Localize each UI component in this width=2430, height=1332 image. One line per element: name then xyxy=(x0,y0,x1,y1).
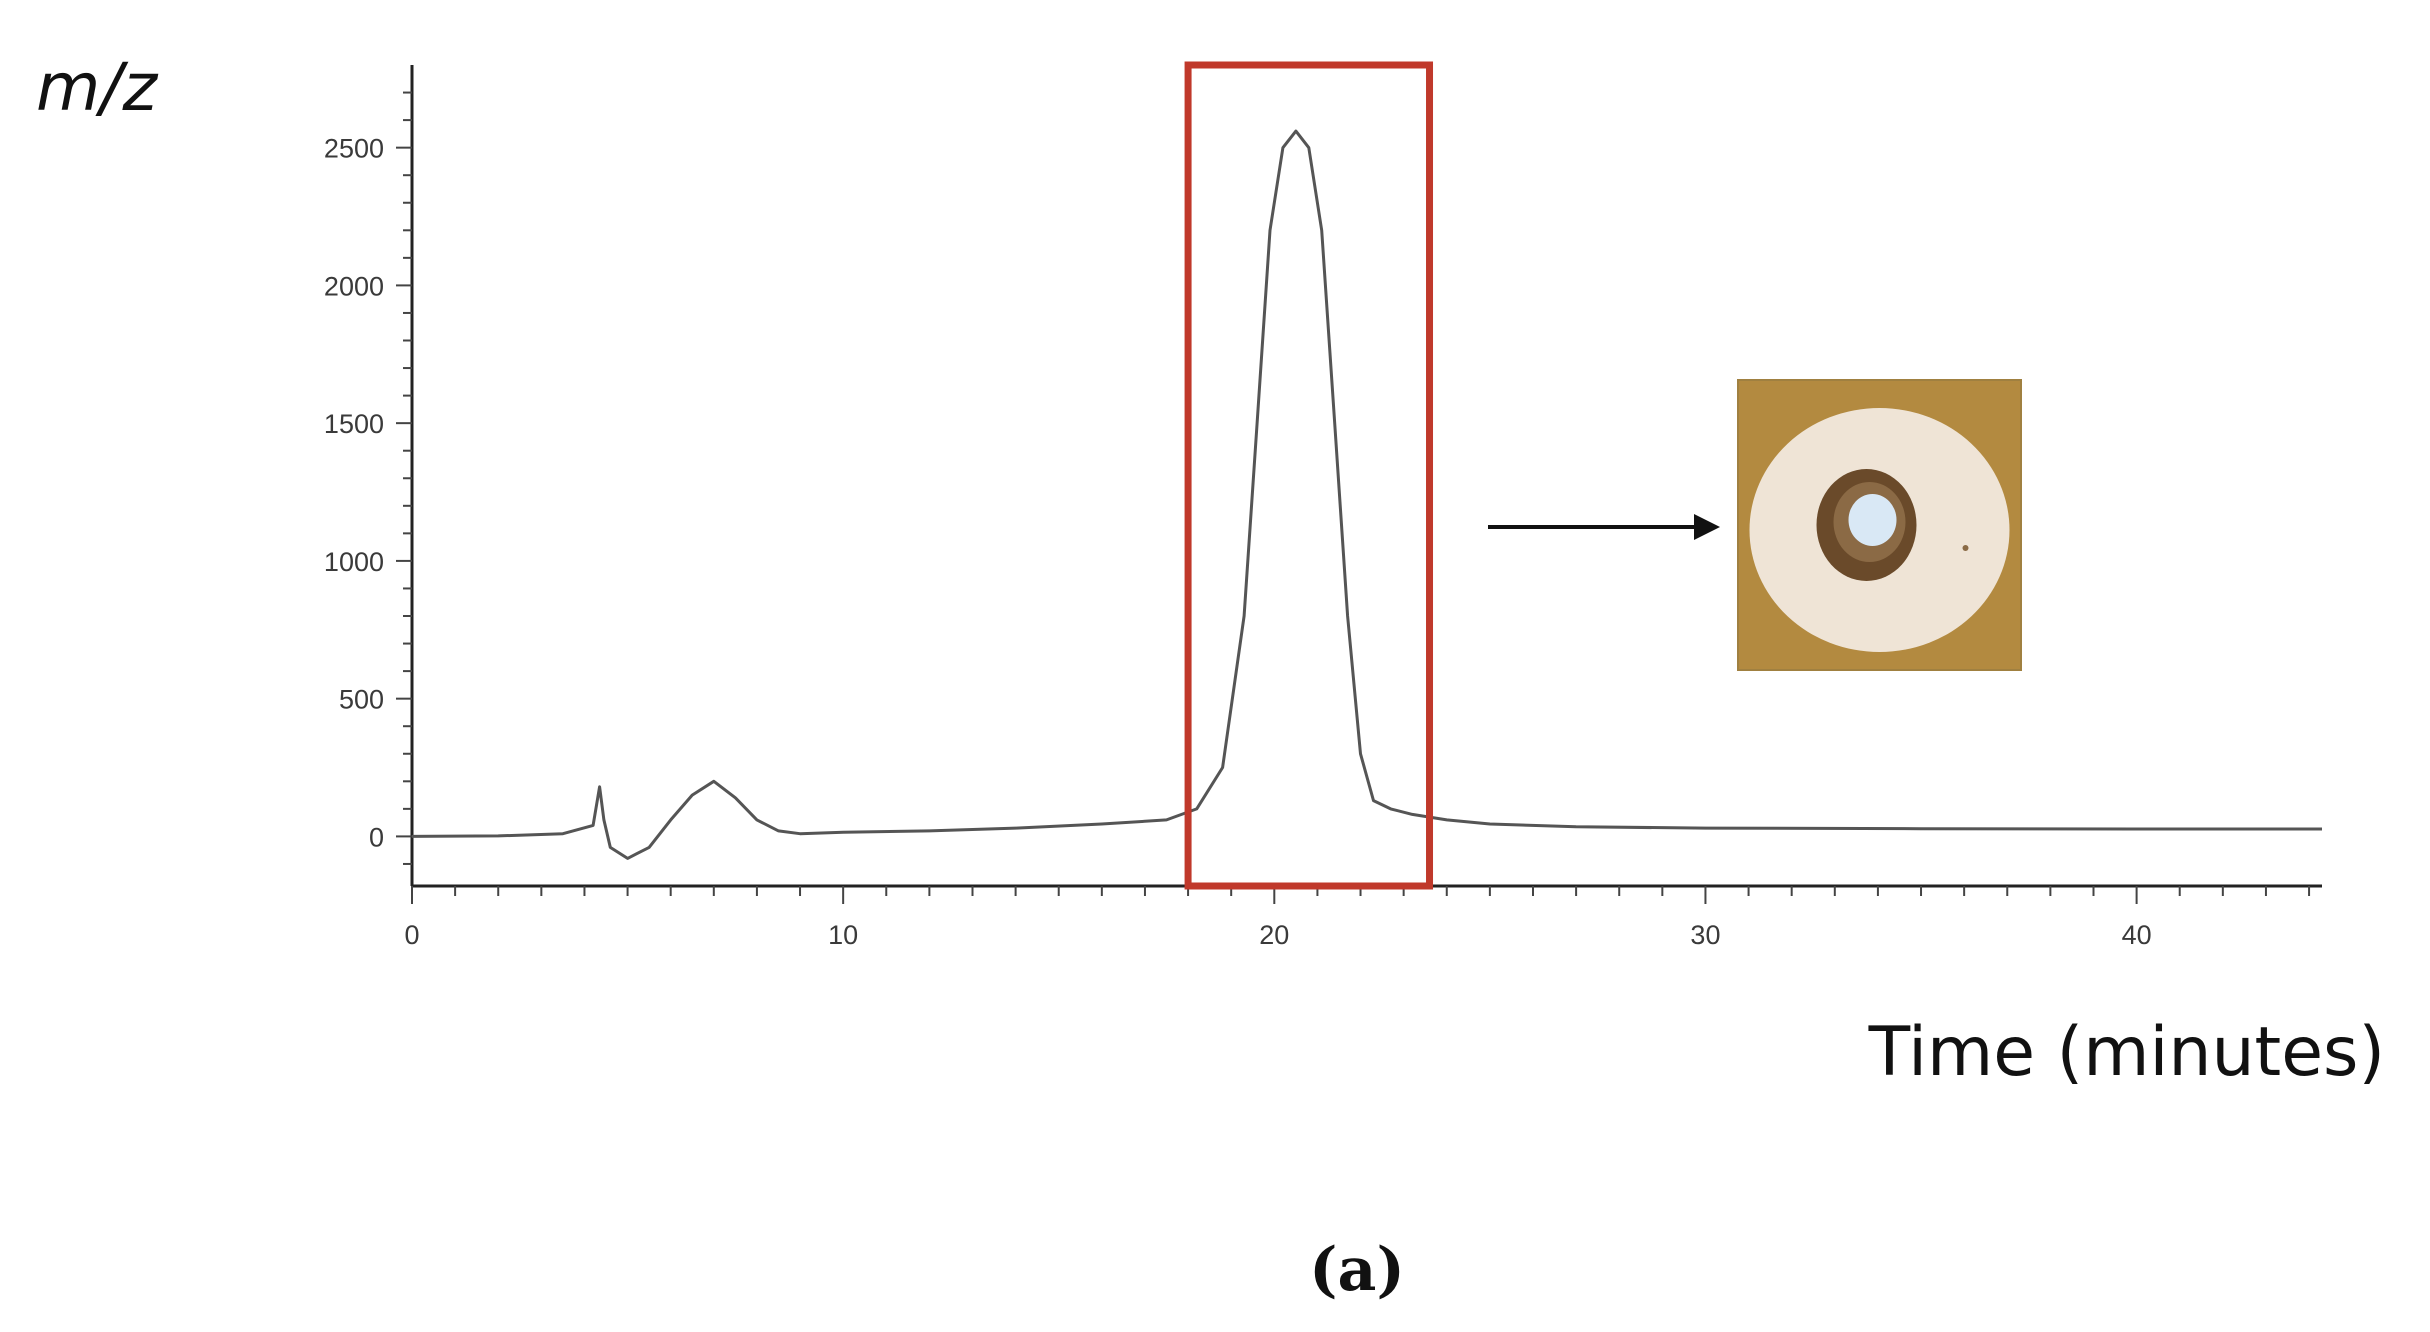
inset-photo xyxy=(1737,379,2022,671)
x-axis-label: Time (minutes) xyxy=(1868,1013,2385,1092)
x-tick-label: 20 xyxy=(1259,920,1289,950)
tick-labels: 0 500 1000 1500 2000 2500 0 10 20 30 40 xyxy=(324,134,2152,950)
y-axis-label: m/z xyxy=(36,49,159,126)
highlight-layer xyxy=(1184,61,1434,890)
x-tick-label: 10 xyxy=(828,920,858,950)
arrow-head xyxy=(1694,514,1720,540)
y-tick-label: 0 xyxy=(369,822,384,852)
y-tick-label: 2000 xyxy=(324,271,384,301)
y-tick-label: 1500 xyxy=(324,409,384,439)
y-tick-label: 500 xyxy=(339,685,384,715)
tick-marks xyxy=(396,91,2311,904)
chromatogram-line xyxy=(411,129,2322,860)
axes xyxy=(410,65,2322,888)
inset-speck xyxy=(1962,545,1969,551)
annotation-layer xyxy=(1488,379,2022,671)
highlight-box xyxy=(1184,61,1434,890)
y-tick-label: 1000 xyxy=(324,547,384,577)
y-tick-label: 2500 xyxy=(324,134,384,164)
inset-center xyxy=(1848,494,1897,546)
x-tick-label: 40 xyxy=(2122,920,2152,950)
x-tick-label: 0 xyxy=(404,920,419,950)
x-tick-label: 30 xyxy=(1690,920,1720,950)
series-layer xyxy=(411,129,2322,860)
panel-label: (a) xyxy=(1309,1235,1405,1305)
